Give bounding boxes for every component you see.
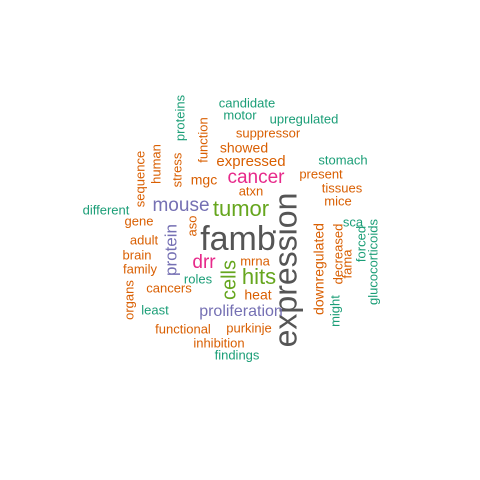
word-candidate: candidate [219,95,275,110]
word-motor: motor [223,107,257,122]
word-might: might [327,295,342,327]
word-stomach: stomach [318,152,367,167]
word-least: least [141,302,169,317]
word-cancers: cancers [146,280,192,295]
word-organs: organs [121,280,136,320]
word-cancer: cancer [227,167,285,188]
word-sca: sca [343,214,364,229]
word-roles: roles [184,271,213,286]
word-forced: forced [353,226,368,262]
word-human: human [148,144,163,184]
word-proteins: proteins [172,94,187,141]
word-fama: fama [339,249,354,279]
word-tissues: tissues [322,180,363,195]
word-proliferation: proliferation [199,303,283,320]
word-mgc: mgc [191,172,217,188]
word-drr: drr [192,252,216,273]
word-glucocorticoids: glucocorticoids [365,219,380,305]
word-findings: findings [215,347,260,362]
word-atxn: atxn [239,183,264,198]
word-brain: brain [123,247,152,262]
word-gene: gene [125,213,154,228]
word-tumor: tumor [213,196,269,221]
word-decreased: decreased [330,224,345,285]
word-purkinje: purkinje [226,320,272,335]
word-cells: cells [218,260,240,300]
word-functional: functional [155,321,211,336]
word-expressed: expressed [216,153,285,170]
word-sequence: sequence [132,151,147,207]
word-upregulated: upregulated [270,111,339,126]
word-family: family [123,261,157,276]
word-hits: hits [242,264,276,289]
word-inhibition: inhibition [193,335,244,350]
word-aso: aso [184,216,199,237]
word-different: different [83,202,130,217]
word-suppressor: suppressor [236,125,301,140]
word-mrna: mrna [240,253,270,268]
word-mouse: mouse [152,195,209,216]
word-protein: protein [161,224,180,276]
word-present: present [299,166,343,181]
word-stress: stress [169,152,184,187]
word-famb: famb [200,220,276,258]
word-expression: expression [267,193,303,348]
word-heat: heat [244,287,271,303]
word-showed: showed [220,140,268,156]
word-mice: mice [324,193,351,208]
word-adult: adult [130,232,159,247]
word-function: function [195,117,210,163]
word-downregulated: downregulated [311,223,327,315]
